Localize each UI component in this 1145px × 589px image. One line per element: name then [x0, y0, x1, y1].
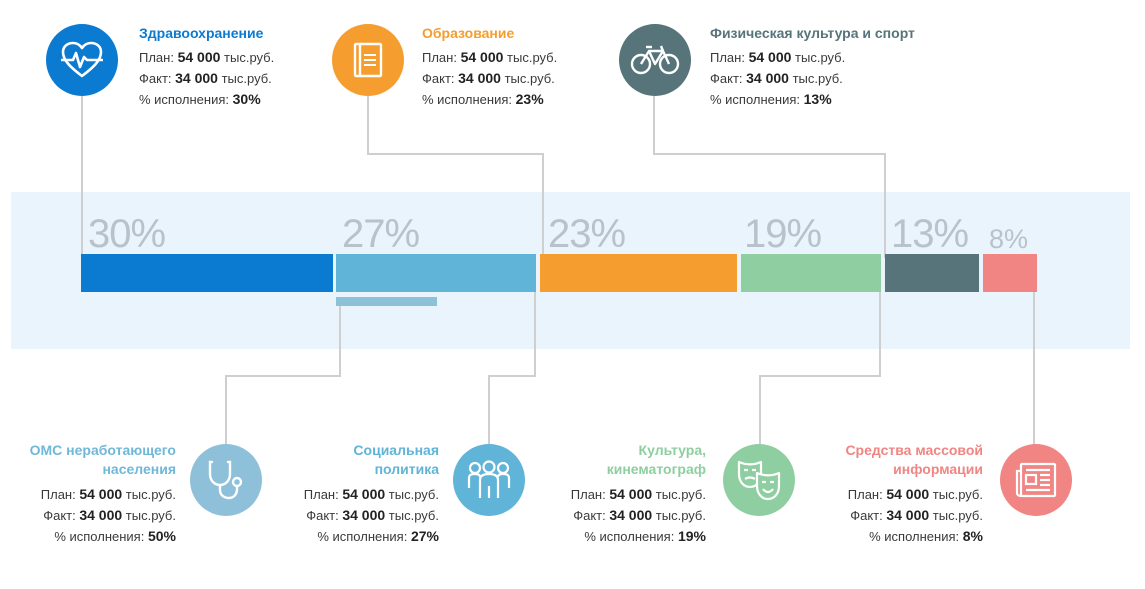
bar-segment-education	[540, 254, 737, 292]
oms-plan: План: 54 000 тыс.руб.	[40, 486, 176, 502]
culture-plan: План: 54 000 тыс.руб.	[570, 486, 706, 502]
bar-segment-oms	[336, 254, 536, 292]
connector-education	[367, 96, 544, 258]
connector-oms	[225, 300, 341, 447]
culture-title: Культура, кинематограф	[606, 442, 706, 477]
health-icon-circle	[46, 24, 118, 96]
social-title: Социальная политика	[353, 442, 439, 477]
oms-title: ОМС неработающего населения	[29, 442, 176, 477]
education-icon-circle	[332, 24, 404, 96]
percent-label-culture: 19%	[744, 212, 822, 256]
oms-info: ОМС неработающего населения План: 54 000 …	[30, 441, 176, 547]
bar-segment-health	[81, 254, 333, 292]
media-title: Средства массовой информации	[845, 442, 983, 477]
sport-title: Физическая культура и спорт	[710, 25, 915, 41]
book-icon	[353, 42, 383, 78]
sport-execution: % исполнения: 13%	[710, 91, 832, 107]
bar-segment-culture	[741, 254, 881, 292]
bar-subsegment-oms	[336, 297, 437, 306]
education-fact: Факт: 34 000 тыс.руб.	[422, 70, 555, 86]
oms-execution: % исполнения: 50%	[54, 528, 176, 544]
people-group-icon	[467, 460, 511, 498]
social-icon-circle	[453, 444, 525, 516]
oms-icon-circle	[190, 444, 262, 516]
culture-info: Культура, кинематограф План: 54 000 тыс.р…	[571, 441, 706, 547]
social-execution: % исполнения: 27%	[317, 528, 439, 544]
health-execution: % исполнения: 30%	[139, 91, 261, 107]
percent-label-education: 23%	[548, 212, 626, 256]
connector-social	[488, 288, 536, 447]
culture-icon-circle	[723, 444, 795, 516]
connector-culture	[759, 288, 881, 447]
media-icon-circle	[1000, 444, 1072, 516]
percent-label-health: 30%	[88, 212, 166, 256]
education-execution: % исполнения: 23%	[422, 91, 544, 107]
heart-pulse-icon	[61, 41, 103, 78]
bar-segment-sport	[885, 254, 979, 292]
media-fact: Факт: 34 000 тыс.руб.	[850, 507, 983, 523]
health-title: Здравоохранение	[139, 25, 264, 41]
education-title: Образование	[422, 25, 515, 41]
bicycle-icon	[630, 45, 680, 75]
education-info: Образование План: 54 000 тыс.руб. Факт: …	[422, 24, 557, 110]
media-execution: % исполнения: 8%	[869, 528, 983, 544]
oms-fact: Факт: 34 000 тыс.руб.	[43, 507, 176, 523]
sport-icon-circle	[619, 24, 691, 96]
health-info: Здравоохранение План: 54 000 тыс.руб. Фа…	[139, 24, 274, 110]
percent-label-sport: 13%	[891, 212, 969, 256]
social-plan: План: 54 000 тыс.руб.	[303, 486, 439, 502]
culture-execution: % исполнения: 19%	[584, 528, 706, 544]
percent-label-oms: 27%	[342, 212, 420, 256]
connector-sport	[653, 96, 886, 258]
sport-plan: План: 54 000 тыс.руб.	[710, 49, 846, 65]
social-info: Социальная политика План: 54 000 тыс.руб.…	[304, 441, 439, 547]
percent-label-media: 8%	[989, 224, 1029, 254]
bar-segment-media	[983, 254, 1037, 292]
theater-masks-icon	[737, 460, 781, 501]
stethoscope-icon	[208, 460, 243, 500]
media-plan: План: 54 000 тыс.руб.	[847, 486, 983, 502]
health-plan: План: 54 000 тыс.руб.	[139, 49, 275, 65]
sport-info: Физическая культура и спорт План: 54 000…	[710, 24, 915, 110]
media-info: Средства массовой информации План: 54 000…	[845, 441, 983, 547]
culture-fact: Факт: 34 000 тыс.руб.	[573, 507, 706, 523]
education-plan: План: 54 000 тыс.руб.	[422, 49, 558, 65]
sport-fact: Факт: 34 000 тыс.руб.	[710, 70, 843, 86]
newspaper-icon	[1015, 462, 1057, 498]
health-fact: Факт: 34 000 тыс.руб.	[139, 70, 272, 86]
social-fact: Факт: 34 000 тыс.руб.	[306, 507, 439, 523]
